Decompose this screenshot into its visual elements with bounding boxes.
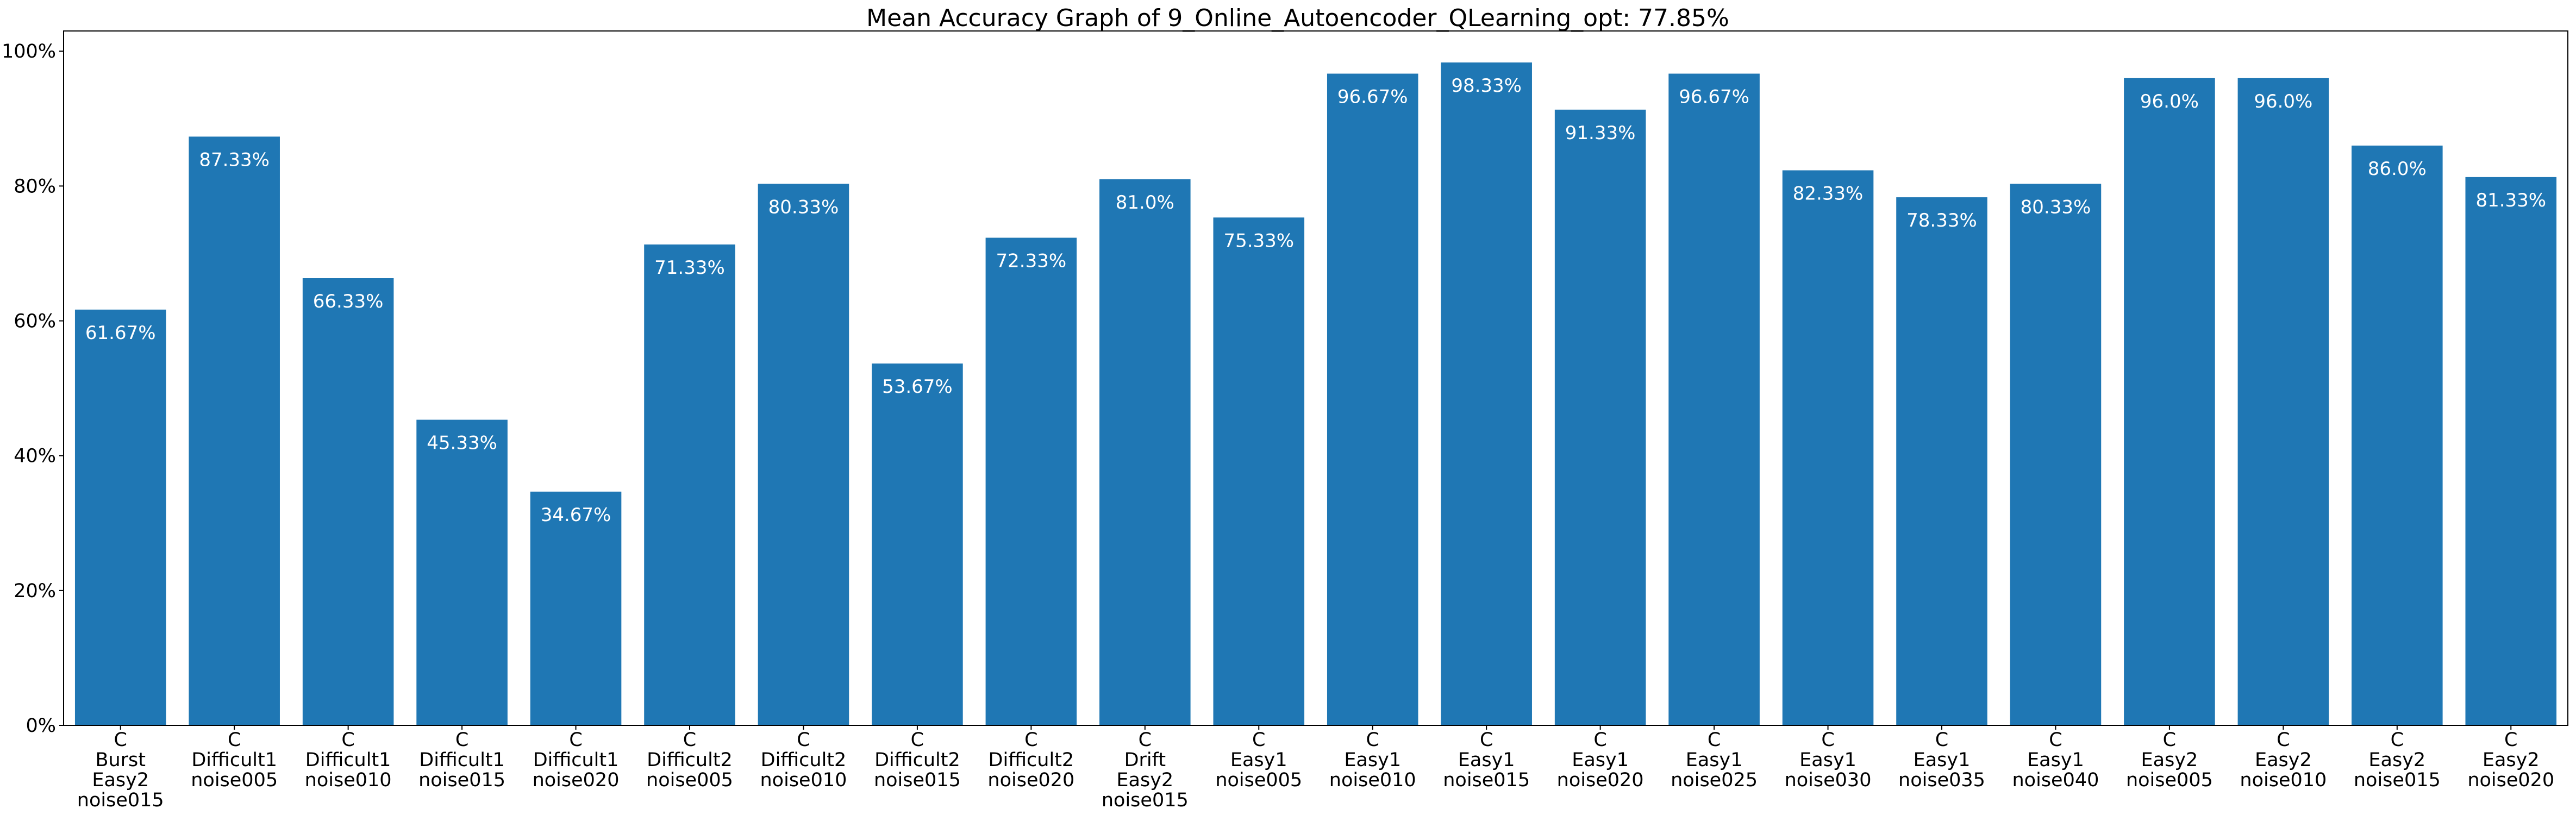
bar-value-label: 91.33% [1565,122,1636,144]
bar-value-label: 96.67% [1679,86,1749,108]
bar [2124,78,2215,725]
x-tick-label: C Easy1 noise025 [1671,729,1758,791]
x-tick-label: C Easy1 noise030 [1785,729,1872,791]
y-tick-label: 40% [14,446,56,467]
bar-value-label: 71.33% [654,257,725,279]
plot-frame [63,30,2568,726]
bar [2237,78,2329,725]
bar-value-label: 45.33% [427,432,497,454]
bar-value-label: 86.0% [2368,158,2427,180]
bar-value-label: 98.33% [1451,75,1522,97]
x-tick-label: C Difficult1 noise010 [305,729,392,791]
x-tick-label: C Difficult1 noise015 [418,729,505,791]
x-tick-label: C Difficult2 noise005 [646,729,733,791]
bar-value-label: 72.33% [996,250,1067,272]
bar-value-label: 96.67% [1337,86,1408,108]
bar-value-label: 80.33% [768,196,839,218]
bar [1668,73,1760,726]
bar-value-label: 82.33% [1793,183,1864,204]
x-tick-label: C Drift Easy2 noise015 [1102,729,1189,811]
x-tick-label: C Easy1 noise040 [2012,729,2099,791]
bar [416,419,508,725]
x-tick-label: C Easy1 noise015 [1443,729,1530,791]
x-tick-label: C Difficult1 noise005 [191,729,278,791]
bar-value-label: 75.33% [1223,230,1294,252]
y-tick-label: 60% [14,311,56,333]
bar-value-label: 80.33% [2021,196,2091,218]
y-tick-label: 20% [14,580,56,602]
bar [189,136,280,726]
x-tick-label: C Easy1 noise035 [1898,729,1985,791]
bar [2465,177,2557,725]
x-tick-label: C Easy2 noise005 [2126,729,2213,791]
bar [302,278,394,726]
x-tick-label: C Easy1 noise010 [1329,729,1416,791]
x-tick-label: C Difficult2 noise020 [987,729,1074,791]
bar-value-label: 96.0% [2140,91,2199,112]
x-tick-label: C Difficult2 noise010 [760,729,847,791]
bar-value-label: 81.0% [1116,192,1174,214]
bar [2010,184,2102,726]
bar-value-label: 87.33% [199,149,270,171]
bar [1213,217,1305,726]
bar [758,184,849,726]
bar [1782,170,1874,726]
bar [1327,73,1418,726]
x-tick-label: C Difficult2 noise015 [874,729,961,791]
x-tick-label: C Difficult1 noise020 [533,729,620,791]
x-tick-label: C Easy1 noise005 [1215,729,1302,791]
x-tick-label: C Burst Easy2 noise015 [77,729,164,811]
x-tick-label: C Easy1 noise020 [1557,729,1644,791]
bars-group: 61.67% 87.33% 66.33% 45.33% 34.67% 71.33% 80.3… [74,62,2557,726]
x-tick-label: C Easy2 noise015 [2354,729,2441,791]
y-tick-label: 80% [14,175,56,197]
bar [1441,62,1532,725]
bar [1554,109,1646,726]
bar [985,237,1077,725]
x-tick-label: C Easy2 noise010 [2240,729,2327,791]
x-tick-label: C Easy2 noise020 [2467,729,2554,791]
bar-value-label: 96.0% [2254,91,2312,112]
x-axis-ticks: C Burst Easy2 noise015 C Difficult1 noise005 C D… [77,725,2554,811]
bar [530,491,622,725]
bar-value-label: 61.67% [85,322,156,344]
chart-title: Mean Accuracy Graph of 9_Online_Autoenco… [866,4,1729,32]
bar [1896,197,1987,725]
y-tick-label: 0% [26,715,56,737]
bar [74,309,166,725]
bar-value-label: 81.33% [2475,190,2546,211]
bar-value-label: 78.33% [1906,210,1977,231]
bar [872,363,963,725]
bar [644,244,735,725]
bar-value-label: 53.67% [882,376,953,398]
bar [2352,145,2443,726]
y-tick-label: 100% [2,41,56,62]
bar [1099,179,1191,725]
y-axis-ticks: 0% 20% 40% 60% 80% 100% [2,41,64,737]
bar-value-label: 66.33% [313,291,384,312]
bar-value-label: 34.67% [541,504,611,526]
